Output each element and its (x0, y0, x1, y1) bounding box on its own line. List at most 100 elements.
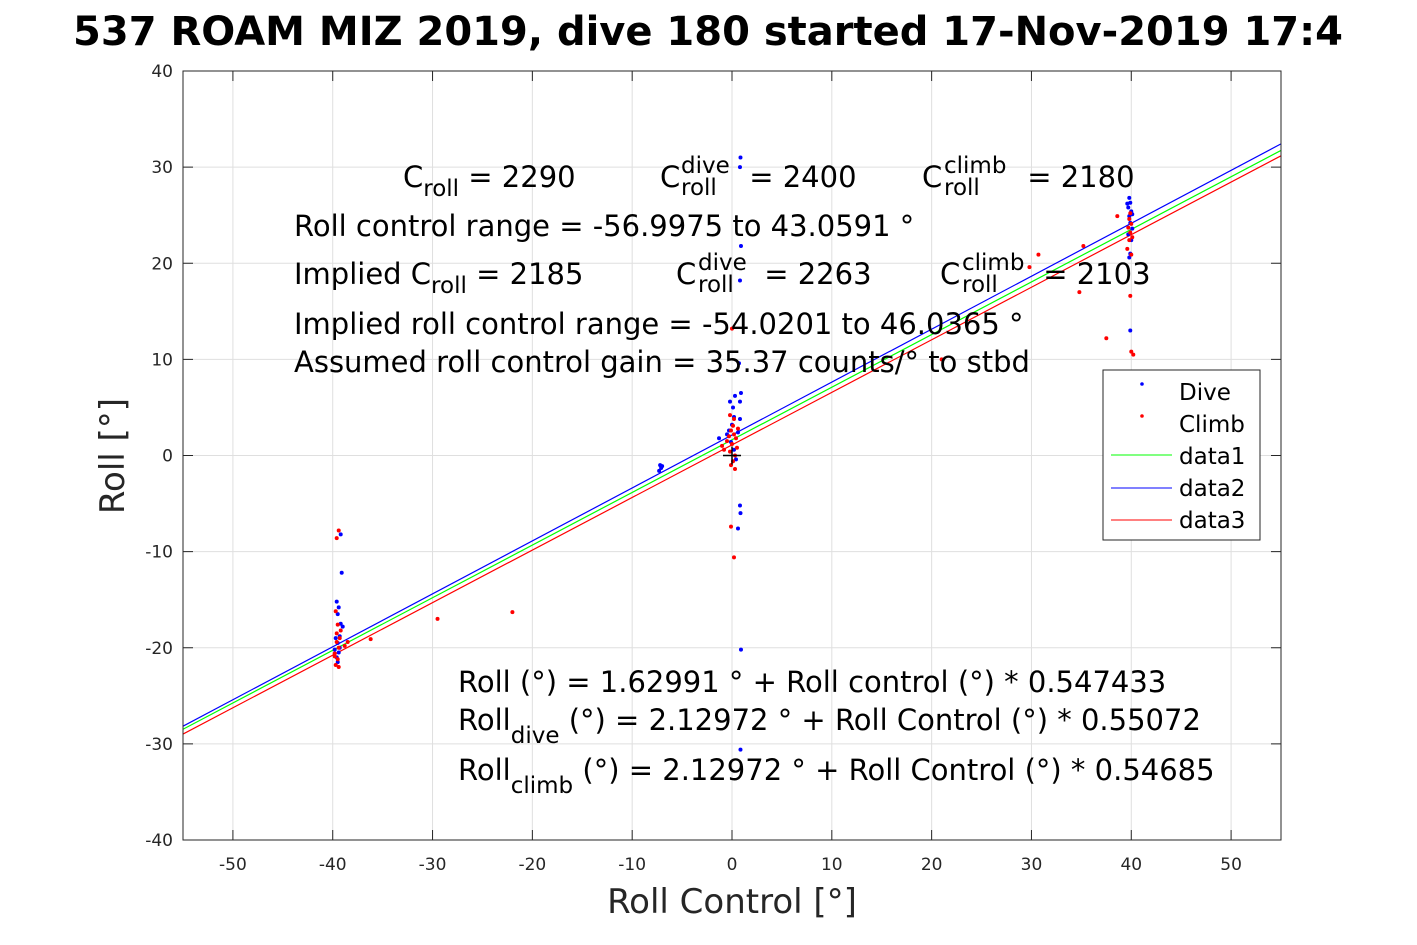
point-dive (1130, 226, 1135, 231)
point-dive (728, 399, 733, 404)
point-climb (939, 357, 944, 362)
point-climb (510, 610, 515, 615)
point-dive (336, 650, 341, 655)
point-dive (339, 570, 344, 575)
annotation-fit-dive: Rolldive (°) = 2.12972 ° + Roll Control … (458, 703, 1201, 749)
point-climb (733, 436, 738, 441)
x-tick-label: -30 (419, 855, 447, 875)
point-climb (332, 651, 337, 656)
legend-marker-dive (1140, 382, 1144, 386)
point-dive (738, 747, 743, 752)
point-dive (336, 605, 341, 610)
point-climb (1027, 265, 1032, 270)
point-climb (334, 639, 339, 644)
point-climb (1125, 246, 1130, 251)
x-tick-label: 30 (1021, 855, 1043, 875)
point-climb (725, 439, 730, 444)
point-dive (335, 660, 340, 665)
legend: Dive Climb data1 data2 data3 (1102, 369, 1261, 541)
legend-label-data3: data3 (1179, 508, 1245, 534)
point-climb (334, 536, 339, 541)
x-tick-label: -50 (219, 855, 247, 875)
point-dive (737, 165, 742, 170)
x-tick-label: 20 (921, 855, 943, 875)
x-tick-label: 10 (821, 855, 843, 875)
point-climb (1128, 293, 1133, 298)
point-dive (717, 436, 722, 441)
point-climb (735, 426, 740, 431)
annotation-roll-control-range: Roll control range = -56.9975 to 43.0591… (294, 209, 914, 243)
legend-label-data1: data1 (1179, 444, 1245, 470)
point-climb (731, 555, 736, 560)
x-tick-label: -40 (319, 855, 347, 875)
point-dive (733, 457, 738, 462)
annotation-gain: Assumed roll control gain = 35.37 counts… (294, 345, 1030, 379)
point-climb (1127, 238, 1132, 243)
point-dive (332, 647, 337, 652)
point-dive (340, 624, 345, 629)
point-climb (728, 413, 733, 418)
point-dive (732, 393, 737, 398)
point-climb (345, 639, 350, 644)
legend-item-climb: Climb (1140, 412, 1245, 438)
annotation-implied-c-roll-climb: Cclimb roll = 2103 (940, 250, 1151, 298)
point-climb (730, 441, 734, 446)
point-climb (727, 434, 732, 439)
y-tick-label: -10 (145, 543, 173, 563)
point-dive (335, 612, 340, 617)
point-dive (660, 464, 665, 469)
point-climb (1129, 252, 1134, 257)
x-tick-label: -10 (618, 855, 646, 875)
point-climb (732, 466, 737, 471)
legend-label-data2: data2 (1179, 476, 1245, 502)
legend-item-data1: data1 (1111, 444, 1245, 470)
annotation-fit-climb: Rollclimb (°) = 2.12972 ° + Roll Control… (458, 753, 1215, 799)
point-climb (730, 423, 735, 428)
y-tick-label: 10 (151, 350, 173, 370)
point-dive (735, 430, 740, 435)
legend-item-data2: data2 (1111, 476, 1245, 502)
annotation-c-roll-dive: Cdive roll = 2400 (660, 153, 857, 201)
point-dive (735, 526, 740, 531)
point-climb (1081, 243, 1086, 248)
point-climb (729, 524, 734, 529)
point-climb (435, 616, 440, 621)
point-dive (1127, 255, 1132, 260)
y-axis-ticks: -40 -30 -20 -10 0 10 20 30 40 (145, 62, 1281, 851)
point-climb (336, 528, 341, 533)
point-climb (1130, 235, 1135, 240)
point-climb (1104, 336, 1109, 341)
annotation-c-roll-climb: Cclimb roll = 2180 (922, 153, 1135, 201)
point-climb (728, 449, 733, 454)
y-tick-label: -40 (145, 831, 173, 851)
point-climb (1129, 221, 1134, 226)
point-dive (1128, 328, 1133, 333)
legend-label-climb: Climb (1179, 412, 1245, 438)
point-climb (731, 416, 736, 421)
annotation-implied-range: Implied roll control range = -54.0201 to… (294, 307, 1024, 341)
annotation-implied-c-roll-dive: Cdive roll = 2263 (676, 250, 872, 298)
annotation-c-roll: Croll = 2290 (403, 160, 576, 202)
data-points (332, 155, 1136, 752)
y-tick-label: 0 (162, 447, 173, 467)
point-dive (738, 647, 743, 652)
fit-line-data2 (183, 143, 1281, 727)
point-climb (729, 428, 734, 433)
legend-item-dive: Dive (1140, 380, 1231, 406)
x-tick-label: 0 (727, 855, 738, 875)
y-tick-label: 20 (151, 254, 173, 274)
legend-item-data3: data3 (1111, 508, 1245, 534)
point-dive (737, 399, 742, 404)
x-tick-label: -20 (518, 855, 546, 875)
point-dive (1127, 195, 1132, 200)
point-climb (1128, 230, 1133, 235)
point-climb (1127, 217, 1132, 222)
point-climb (342, 643, 347, 648)
point-dive (738, 155, 743, 160)
point-climb (1131, 352, 1136, 357)
annotation-fit-all: Roll (°) = 1.62991 ° + Roll control (°) … (458, 665, 1166, 699)
x-tick-label: 40 (1120, 855, 1142, 875)
point-climb (336, 645, 341, 650)
point-dive (731, 447, 736, 452)
point-climb (337, 636, 342, 641)
